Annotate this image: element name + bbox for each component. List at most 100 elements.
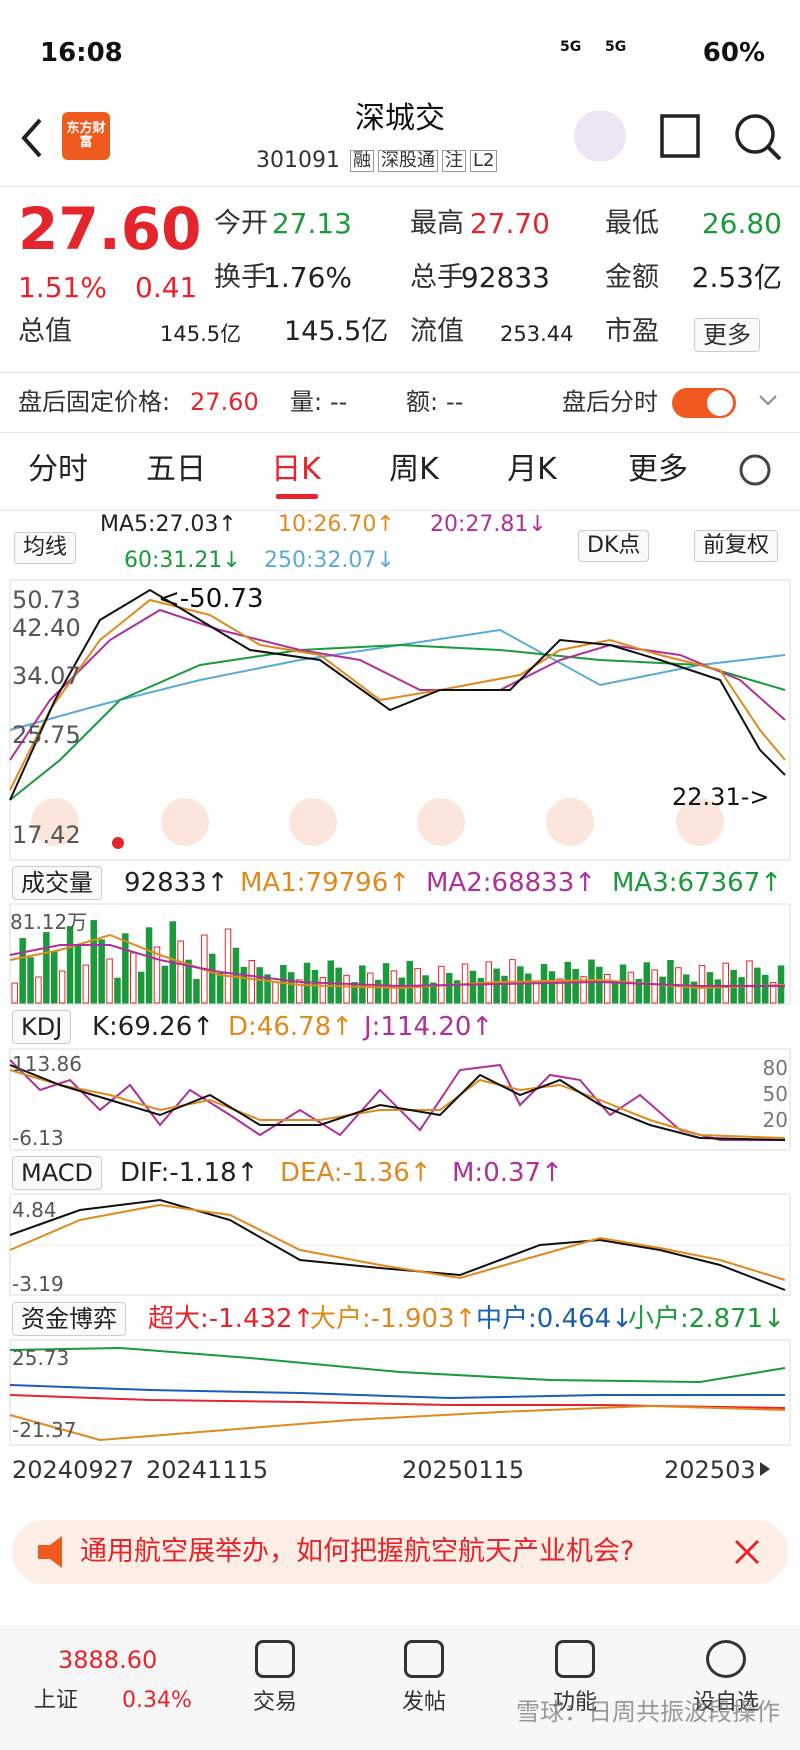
axis-label: 50.73 [12, 586, 81, 614]
indicator-value: 大户:-1.903↑ [310, 1304, 477, 1334]
volume-bar-decor [635, 978, 643, 1004]
funds-small [9, 1346, 786, 1384]
field-label: 换手 [214, 262, 268, 293]
divider [0, 372, 800, 373]
volume-bar-decor [343, 974, 350, 1004]
volume-bar-decor [224, 928, 232, 1004]
field-label: 最高 [410, 208, 464, 239]
indicator-value: DEA:-1.36↑ [280, 1158, 432, 1188]
nav-item[interactable]: 发帖 [401, 1690, 447, 1715]
nav-icon [255, 1640, 295, 1678]
level-label: 80 [762, 1056, 788, 1080]
banner-icon [38, 1536, 62, 1568]
volume-bar-decor [137, 971, 145, 1004]
volume-bar-decor [193, 978, 200, 1004]
tag: L2 [470, 150, 498, 172]
indicator-value: M:0.37↑ [452, 1158, 563, 1188]
axis-label: 42.40 [12, 614, 81, 642]
volume-bar-decor [738, 977, 745, 1004]
banner-close-2 [734, 1539, 760, 1565]
tab[interactable]: 分时 [28, 452, 88, 487]
volume-bar-decor [501, 975, 508, 1004]
nav-item[interactable]: 功能 [552, 1690, 598, 1715]
volume-bar-decor [382, 963, 390, 1004]
volume-bar-decor [398, 977, 406, 1004]
field-value: 2.53亿 [691, 261, 782, 294]
more-button[interactable]: 更多 [694, 318, 760, 352]
date-label: 20250115 [402, 1456, 525, 1484]
axis-label: 81.12万 [10, 910, 88, 934]
tab[interactable]: 月K [507, 452, 557, 487]
index-value: 3888.60 [58, 1646, 158, 1674]
btn-left-end[interactable] [31, 798, 79, 846]
axis-label: 34.07 [12, 662, 81, 690]
toggle-knob [707, 390, 733, 416]
field-value: 145.5亿 [284, 316, 389, 347]
index-name: 上证 [34, 1688, 79, 1713]
ma-selector[interactable]: 均线 [14, 532, 77, 564]
tab[interactable]: 五日 [146, 452, 206, 487]
indicator-selector[interactable]: 成交量 [12, 866, 102, 900]
after-hours-label: 盘后固定价格: [18, 388, 171, 416]
volume-bar-decor [406, 960, 413, 1004]
volume-bar-decor [453, 980, 461, 1004]
chevron[interactable] [759, 395, 777, 406]
low-marker: 22.31-> [672, 783, 770, 811]
field-value: 26.80 [701, 207, 782, 240]
scroll-right[interactable] [760, 1462, 770, 1476]
volume-bar-decor [683, 974, 690, 1004]
back-icon[interactable] [21, 118, 42, 158]
btn-next[interactable] [546, 798, 594, 846]
volume-bar-decor [177, 940, 184, 1004]
volume-bar-decor [572, 969, 579, 1004]
volume-bar-decor [264, 974, 271, 1004]
share-icon[interactable] [660, 114, 700, 158]
volume-bar-decor [374, 979, 382, 1004]
avatar[interactable] [574, 110, 626, 162]
stock-code: 301091 [256, 148, 340, 173]
indicator-value: 小户:2.871↓ [628, 1304, 785, 1334]
funds-mid [9, 1384, 785, 1400]
volume-bar-decor [493, 968, 500, 1004]
indicator-selector[interactable]: KDJ [12, 1010, 72, 1044]
volume-bar-decor [51, 951, 58, 1004]
btn-zoom-in[interactable] [289, 798, 337, 846]
volume-bar-decor [35, 976, 42, 1004]
ma-value: 60:31.21↓ [124, 548, 241, 573]
stock-title: 深城交 [355, 101, 445, 136]
btn-prev[interactable] [417, 798, 465, 846]
settings-icon[interactable] [739, 454, 771, 486]
volume-bar-decor [122, 933, 129, 1004]
field-label: 金额 [605, 262, 659, 293]
indicator-value: DIF:-1.18↑ [120, 1158, 259, 1188]
field-label: 市盈 [605, 316, 659, 347]
btn-zoom-out[interactable] [161, 798, 209, 846]
banner-text[interactable]: 通用航空展举办，如何把握航空航天产业机会? [80, 1536, 635, 1567]
banner-bg[interactable] [12, 1520, 788, 1584]
btn-fullscreen[interactable] [676, 798, 724, 846]
adjust-button[interactable]: 前复权 [694, 530, 779, 562]
indicator-selector[interactable]: MACD [12, 1156, 102, 1190]
tab[interactable]: 更多 [628, 452, 688, 487]
volume-bar-decor [240, 966, 248, 1004]
after-hours-toggle[interactable]: 盘后分时 [562, 388, 658, 416]
search-icon[interactable] [735, 114, 775, 154]
tab[interactable]: 日K [271, 452, 321, 487]
volume-bar-decor [130, 952, 137, 1004]
change-pct: 1.51% [18, 271, 107, 304]
kdj-k [9, 1064, 786, 1141]
tab[interactable]: 周K [389, 452, 439, 487]
ma-value: 10:26.70↑ [278, 512, 395, 537]
indicator-selector[interactable]: 资金博弈 [12, 1302, 126, 1336]
nav-item[interactable]: 交易 [252, 1690, 298, 1715]
price: 27.60 [18, 195, 202, 263]
dk-button[interactable]: DK点 [578, 530, 650, 562]
volume-bar-decor [90, 920, 97, 1004]
volume-bar-decor [145, 927, 153, 1004]
axis-label: 4.84 [12, 1198, 57, 1222]
volume-bar-decor [667, 960, 674, 1004]
label: 量: [290, 388, 323, 416]
field-value: 145.5亿 [160, 322, 242, 346]
indicator-value: MA3:67367↑ [612, 868, 783, 898]
nav-item[interactable]: 设自选 [692, 1690, 760, 1715]
